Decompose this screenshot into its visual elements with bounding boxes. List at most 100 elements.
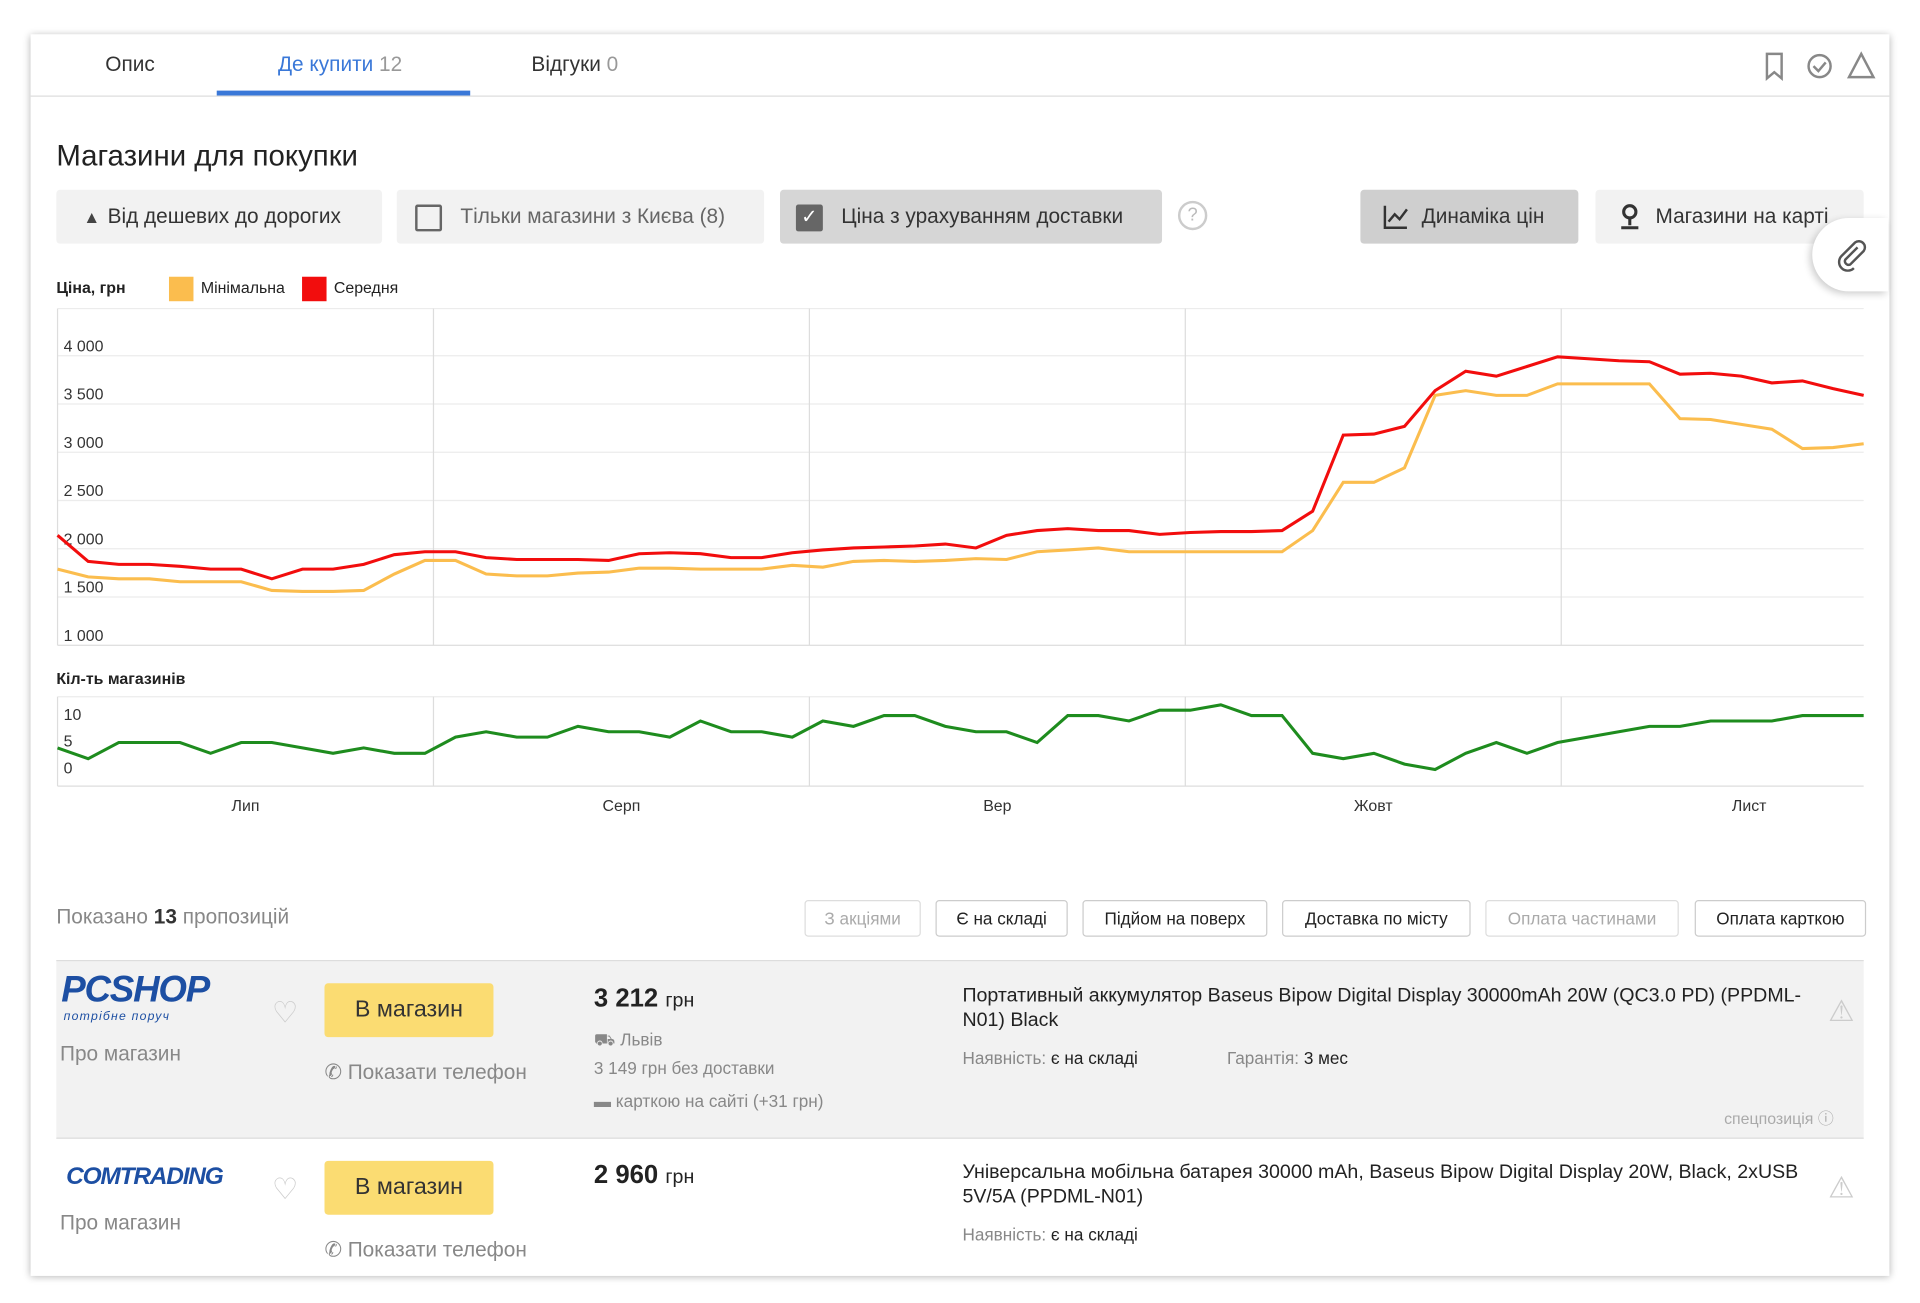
legend-label: Мінімальна xyxy=(201,280,285,297)
kyiv-filter[interactable]: Тільки магазини з Києва (8) xyxy=(396,189,765,244)
price-value: 2 960 xyxy=(593,1160,659,1189)
city-label: Львів xyxy=(620,1029,663,1050)
no-delivery-price: 3 149 грн без доставки xyxy=(593,1057,775,1078)
map-label: Магазини на карті xyxy=(1655,204,1829,228)
offer-title[interactable]: Універсальна мобільна батарея 30000 mAh,… xyxy=(962,1162,1799,1208)
y-axis-label: Ціна, грн xyxy=(56,280,125,297)
price: 3 212 грн xyxy=(594,984,694,1013)
logo-tagline: потрібне поруч xyxy=(63,1010,171,1024)
shop-button[interactable]: В магазин xyxy=(324,1160,494,1215)
dynamics-label: Динаміка цін xyxy=(1421,204,1545,228)
tab-count: 12 xyxy=(379,52,403,76)
about-shop[interactable]: Про магазин xyxy=(60,1211,181,1235)
shop-logo[interactable]: COMTRADING xyxy=(66,1163,224,1191)
price: 2 960 грн xyxy=(594,1161,694,1190)
favorite-icon[interactable]: ♡ xyxy=(271,996,299,1030)
y-tick-label: 3 000 xyxy=(64,435,104,452)
report-icon[interactable]: ⚠︎ xyxy=(1828,1171,1855,1205)
series-line xyxy=(56,355,1865,581)
summary-prefix: Показано xyxy=(56,904,148,929)
availability-value: є на складі xyxy=(1050,1224,1138,1245)
x-tick-label: Лист xyxy=(1732,798,1767,815)
filter-chip[interactable]: Оплата карткою xyxy=(1694,900,1867,937)
delivery-label: Ціна з урахуванням доставки xyxy=(841,204,1124,228)
tab-underline xyxy=(216,90,471,96)
card-label: карткою на сайті (+31 грн) xyxy=(615,1091,824,1111)
pin-icon xyxy=(1621,204,1639,230)
attach-button[interactable] xyxy=(1812,217,1889,292)
x-tick-label: Жовт xyxy=(1354,798,1393,815)
sort-button[interactable]: ▲︎ Від дешевих до дорогих xyxy=(56,189,383,244)
legend-swatch xyxy=(168,276,194,302)
y-tick-label: 1 000 xyxy=(64,628,104,645)
x-tick-label: Серп xyxy=(603,798,641,815)
tab-active[interactable]: Де купити 12 xyxy=(278,53,402,77)
tab[interactable]: Відгуки 0 xyxy=(531,53,618,77)
sort-label: Від дешевих до дорогих xyxy=(107,204,341,228)
tab-label: Де купити xyxy=(277,52,374,76)
filter-chip[interactable]: Підйом на поверх xyxy=(1082,900,1268,937)
check-mark xyxy=(1812,61,1827,73)
y-axis-label: Кіл-ть магазинів xyxy=(56,671,185,688)
legend-label: Середня xyxy=(334,280,398,297)
y-tick-label: 0 xyxy=(64,761,73,778)
offer-title[interactable]: Портативный аккумулятор Baseus Bipow Dig… xyxy=(962,985,1802,1032)
shop-logo[interactable]: PCSHOP xyxy=(61,969,210,1011)
chart-icon xyxy=(1383,205,1408,229)
city: ⛟ Львів xyxy=(593,1029,663,1050)
filter-chip[interactable]: З акціями xyxy=(804,900,921,937)
warranty-value: 3 мес xyxy=(1303,1048,1349,1068)
y-tick-label: 10 xyxy=(64,707,82,724)
filter-chip[interactable]: Оплата частинами xyxy=(1485,900,1679,937)
card-payment: ▬ карткою на сайті (+31 грн) xyxy=(593,1091,824,1111)
favorite-icon[interactable]: ♡ xyxy=(271,1173,299,1207)
tab-label: Відгуки xyxy=(531,52,601,76)
special-position: спецпозиція ⓘ xyxy=(1724,1109,1834,1128)
price-value: 3 212 xyxy=(593,984,659,1013)
phone-label: Показати телефон xyxy=(347,1060,527,1084)
header-icons xyxy=(1765,51,1876,81)
availability: Наявність: є на складі xyxy=(962,1048,1137,1068)
special-label: спецпозиція xyxy=(1724,1109,1814,1128)
series-line xyxy=(57,703,1864,772)
delivery-toggle[interactable]: ✓ Ціна з урахуванням доставки xyxy=(780,189,1163,244)
x-tick-label: Вер xyxy=(983,798,1011,815)
availability-label: Наявність: xyxy=(962,1048,1047,1068)
y-tick-label: 2 500 xyxy=(64,483,104,500)
availability-value: є на складі xyxy=(1050,1048,1138,1068)
filter-chip[interactable]: Доставка по місту xyxy=(1282,900,1471,937)
tab-count: 0 xyxy=(606,52,619,76)
y-tick-label: 4 000 xyxy=(64,338,104,355)
y-tick-label: 5 xyxy=(64,734,73,751)
legend-swatch xyxy=(302,276,327,302)
tab-divider xyxy=(30,95,1890,97)
offers-summary: Показано 13 пропозицій xyxy=(56,905,289,929)
summary-count: 13 xyxy=(153,904,177,929)
tab[interactable]: Опис xyxy=(105,53,155,77)
shop-button[interactable]: В магазин xyxy=(324,983,494,1038)
warranty: Гарантія: 3 мес xyxy=(1227,1048,1348,1068)
check-icon[interactable] xyxy=(1807,53,1832,79)
warranty-label: Гарантія: xyxy=(1226,1048,1300,1068)
filter-chip[interactable]: Є на складі xyxy=(935,900,1068,937)
bookmark-icon[interactable] xyxy=(1765,52,1783,81)
series-line xyxy=(57,382,1864,593)
about-shop[interactable]: Про магазин xyxy=(60,1042,181,1066)
y-tick-label: 1 500 xyxy=(64,580,104,597)
help-icon[interactable]: ? xyxy=(1177,200,1208,231)
availability-label: Наявність: xyxy=(962,1224,1047,1245)
charts: 1 000 1 500 2 000 2 500 3 000 3 500 4 000 Ціна,… xyxy=(56,276,1865,815)
currency: грн xyxy=(665,990,695,1012)
warning-icon[interactable] xyxy=(1846,51,1876,79)
dynamics-button[interactable]: Динаміка цін xyxy=(1360,189,1579,244)
phone-link[interactable]: ✆ Показати телефон xyxy=(324,1060,527,1084)
heading: Магазини для покупки xyxy=(56,139,358,173)
summary-suffix: пропозицій xyxy=(182,904,290,929)
tab-label: Опис xyxy=(105,52,155,76)
y-tick-label: 2 000 xyxy=(64,531,104,548)
report-icon[interactable]: ⚠︎ xyxy=(1828,995,1855,1029)
phone-link[interactable]: ✆ Показати телефон xyxy=(324,1237,527,1262)
availability: Наявність: є на складі xyxy=(962,1224,1137,1244)
